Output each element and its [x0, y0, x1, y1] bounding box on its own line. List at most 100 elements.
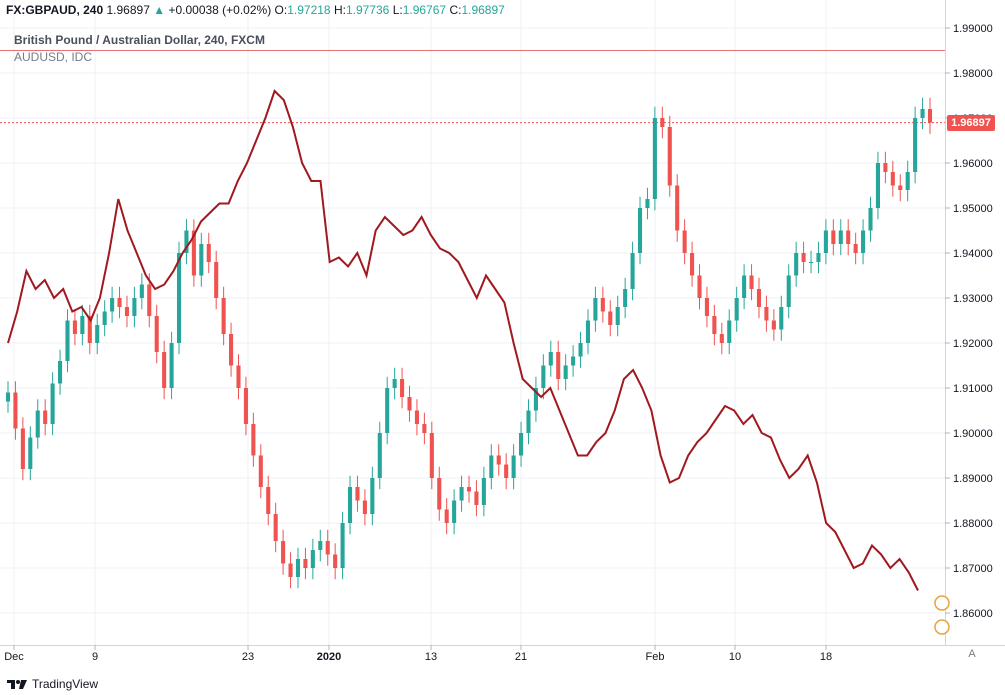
candle-body	[608, 311, 613, 325]
candle-body	[266, 487, 271, 514]
candle	[13, 381, 18, 440]
candle-body	[548, 352, 553, 366]
candle-body	[808, 262, 814, 263]
candle-body	[95, 325, 100, 343]
high-label: H:	[333, 3, 346, 17]
candle-body	[295, 559, 301, 577]
candle	[875, 151, 880, 220]
tradingview-logo[interactable]: TradingView	[6, 677, 98, 691]
candle	[362, 489, 367, 526]
low-value: 1.96767	[402, 3, 447, 17]
candle-body	[913, 118, 918, 172]
candle	[400, 367, 405, 409]
candle	[102, 300, 107, 337]
symbol-title[interactable]: FX:GBPAUD, 240	[6, 3, 104, 17]
last-price-tag: 1.96897	[947, 114, 995, 131]
candle	[28, 426, 33, 481]
main-series-legend[interactable]: British Pound / Australian Dollar, 240, …	[14, 33, 265, 47]
candle	[615, 295, 620, 337]
candle	[504, 453, 509, 490]
candle	[5, 381, 11, 413]
candle	[147, 273, 152, 328]
candle-body	[176, 253, 182, 343]
candle	[496, 444, 501, 476]
candle-body	[563, 365, 568, 379]
candle-body	[333, 554, 338, 568]
candle	[578, 331, 583, 368]
candle-body	[875, 163, 880, 208]
candle-body	[481, 478, 486, 505]
candle-body	[35, 410, 40, 438]
candle-body	[823, 230, 828, 253]
candle-body	[712, 316, 717, 334]
candle	[660, 106, 665, 139]
candle	[452, 489, 457, 535]
candle-body	[154, 316, 159, 352]
candle	[429, 421, 434, 490]
candle	[355, 475, 360, 512]
price-axis[interactable]: 1.990001.980001.970001.960001.950001.940…	[945, 23, 993, 620]
auto-scale-button[interactable]: A	[968, 648, 976, 660]
candle-body	[727, 320, 732, 343]
candle	[466, 475, 472, 503]
candle-body	[742, 275, 747, 298]
candle	[243, 376, 248, 436]
candle-body	[288, 563, 293, 577]
candle	[340, 511, 345, 580]
candle-body	[72, 320, 77, 334]
candle	[437, 466, 442, 521]
candle	[898, 174, 903, 202]
candle-body	[637, 208, 643, 253]
candle-body	[920, 109, 925, 118]
candle	[370, 466, 375, 526]
candle-body	[801, 253, 806, 262]
candle-body	[325, 541, 330, 555]
candle-body	[615, 307, 620, 325]
flag-icon[interactable]	[934, 595, 950, 635]
candle	[556, 340, 561, 391]
candle-body	[50, 383, 55, 424]
candle-body	[623, 289, 628, 307]
candle	[65, 309, 70, 373]
candle-body	[139, 284, 144, 298]
grid	[0, 0, 945, 645]
candle	[927, 97, 933, 134]
candle-body	[392, 379, 397, 388]
candle	[162, 340, 167, 400]
candle	[831, 219, 836, 256]
time-tick-label: 9	[92, 651, 98, 663]
candle-body	[28, 437, 33, 469]
candle-body	[511, 455, 516, 478]
candle	[519, 421, 524, 467]
candle	[794, 241, 799, 287]
candle	[563, 354, 568, 391]
candle-body	[221, 298, 226, 334]
candle	[756, 277, 762, 319]
candle	[890, 160, 895, 197]
candle-body	[206, 244, 211, 262]
open-value: 1.97218	[287, 3, 331, 17]
up-arrow-icon: ▲	[153, 3, 166, 17]
candle-body	[273, 514, 278, 541]
candle-body	[102, 311, 107, 325]
candle-body	[437, 478, 442, 510]
candle-body	[600, 298, 605, 312]
candle	[511, 444, 516, 490]
candle-body	[660, 118, 665, 127]
price-tick-label: 1.88000	[953, 518, 993, 530]
candle	[288, 552, 293, 589]
candle	[652, 106, 657, 211]
candle	[281, 529, 286, 575]
candle-body	[927, 109, 933, 123]
price-tick-label: 1.89000	[953, 473, 993, 485]
time-axis[interactable]: Dec 9 23 2020 13 21 Feb 10 18	[4, 645, 832, 663]
candle	[72, 309, 77, 346]
candle	[124, 295, 130, 328]
candle	[489, 444, 494, 490]
candle	[637, 196, 643, 265]
candle	[667, 115, 672, 197]
candle-body	[251, 424, 256, 456]
candle	[154, 304, 159, 364]
compare-series-legend[interactable]: AUDUSD, IDC	[14, 50, 93, 64]
